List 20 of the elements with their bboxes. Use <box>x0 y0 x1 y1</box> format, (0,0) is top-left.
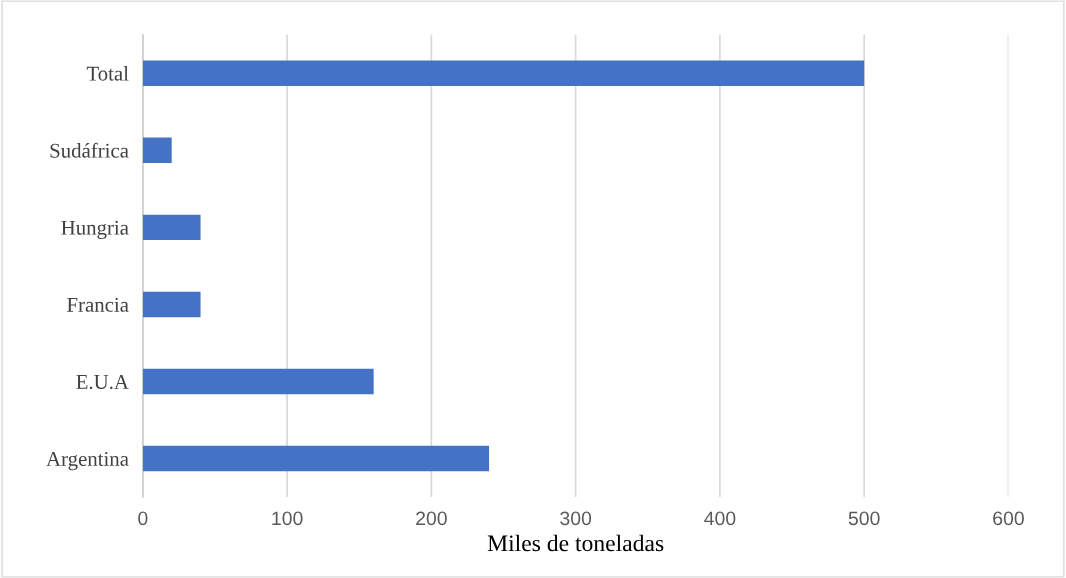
x-tick-label: 200 <box>416 511 447 526</box>
x-tick-label: 100 <box>272 511 303 526</box>
x-tick-label: 300 <box>560 511 592 526</box>
x-axis-title: Miles de toneladas <box>487 534 664 552</box>
bar <box>142 368 374 395</box>
bar <box>142 60 865 86</box>
bar <box>142 214 201 241</box>
y-tick-label: Argentina <box>46 451 129 471</box>
y-tick-label: Total <box>86 65 129 81</box>
x-tick-label: 500 <box>848 511 880 526</box>
x-tick-label: 0 <box>138 511 148 526</box>
y-tick-label: Francia <box>67 297 129 312</box>
bar <box>142 445 490 472</box>
x-tick-label: 600 <box>993 511 1024 526</box>
y-tick-label: Sudáfrica <box>50 142 129 158</box>
y-tick-label: Hungria <box>61 220 129 240</box>
x-tick-label: 400 <box>704 511 736 526</box>
bar <box>142 291 201 318</box>
y-tick-label: E.U.A <box>76 374 129 389</box>
bar <box>142 137 172 163</box>
